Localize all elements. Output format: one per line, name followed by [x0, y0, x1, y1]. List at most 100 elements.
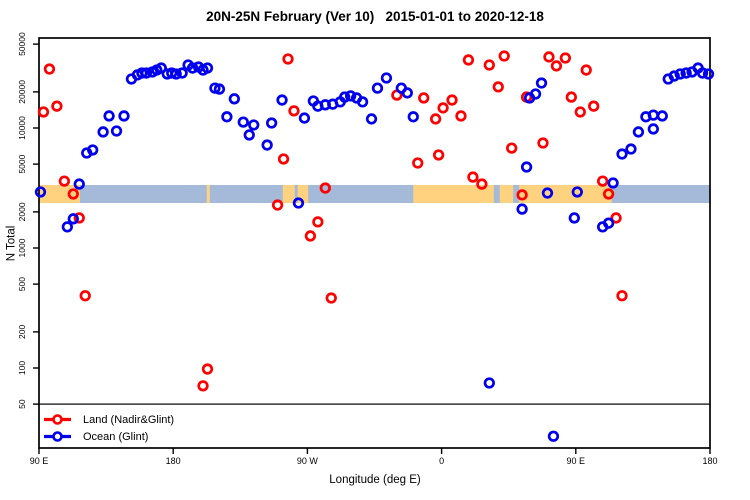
legend: Land (Nadir&Glint) Ocean (Glint): [44, 411, 174, 445]
data-point-ocean: [34, 186, 47, 198]
map-band-land-segment: [39, 184, 81, 204]
data-point-ocean: [407, 111, 419, 123]
data-point-ocean: [668, 70, 680, 82]
data-point-ocean: [401, 87, 413, 99]
data-point-ocean: [186, 62, 199, 74]
data-point-land: [319, 182, 331, 194]
data-point-ocean: [547, 430, 560, 442]
data-point-ocean: [541, 187, 554, 199]
data-point-ocean: [170, 68, 182, 80]
data-point-ocean: [201, 62, 214, 74]
data-point-land: [312, 216, 324, 228]
x-tick-label: 180: [702, 456, 717, 466]
data-point-land: [559, 52, 572, 64]
data-point-land: [574, 106, 586, 118]
data-point-land: [483, 59, 495, 71]
data-point-land: [516, 189, 528, 201]
y-axis-label: N Total: [5, 225, 18, 262]
data-point-land: [467, 171, 479, 183]
x-tick-label: 180: [166, 456, 181, 466]
data-point-land: [616, 290, 628, 302]
data-point-ocean: [696, 67, 709, 79]
map-band-land-segment: [519, 184, 612, 204]
data-point-land: [271, 199, 284, 211]
data-point-land: [588, 100, 600, 112]
data-point-ocean: [625, 143, 637, 155]
data-point-ocean: [228, 93, 240, 105]
legend-item-land: Land (Nadir&Glint): [44, 411, 174, 428]
data-point-ocean: [261, 139, 273, 151]
data-point-land: [437, 102, 449, 114]
data-point-ocean: [674, 68, 686, 80]
y-tick-label: 200: [17, 325, 27, 339]
data-point-ocean: [136, 67, 148, 79]
data-point-ocean: [520, 161, 533, 173]
y-tick-label: 2000: [17, 202, 27, 221]
data-point-ocean: [616, 148, 628, 160]
data-point-ocean: [67, 213, 79, 225]
map-band-land-segment: [413, 184, 494, 204]
data-point-land: [288, 105, 300, 117]
data-point-land: [201, 363, 214, 375]
data-point-land: [67, 188, 79, 200]
data-point-ocean: [380, 72, 393, 84]
data-point-land: [37, 106, 50, 118]
data-point-ocean: [243, 129, 255, 141]
data-point-ocean: [568, 212, 580, 224]
data-point-ocean: [110, 125, 123, 137]
x-tick-label: 90 W: [297, 456, 319, 466]
data-point-ocean: [298, 112, 311, 124]
data-point-land: [58, 175, 70, 187]
data-point-land: [596, 175, 609, 187]
data-point-land: [418, 92, 430, 104]
data-point-ocean: [680, 67, 692, 79]
data-point-ocean: [356, 96, 369, 108]
data-point-ocean: [602, 217, 615, 229]
data-point-ocean: [344, 90, 357, 102]
x-tick-label: 0: [439, 456, 444, 466]
data-point-ocean: [535, 77, 548, 89]
data-point-land: [537, 137, 549, 149]
data-point-ocean: [97, 126, 109, 138]
data-point-ocean: [647, 123, 659, 135]
legend-label: Ocean (Glint): [83, 430, 149, 443]
data-point-ocean: [155, 62, 167, 74]
data-point-land: [197, 380, 209, 392]
data-point-land: [51, 100, 63, 112]
data-point-land: [282, 53, 294, 65]
y-tick-label: 5000: [17, 154, 27, 173]
map-band-land-segment: [282, 184, 295, 204]
map-band-land-segment: [297, 184, 309, 204]
data-point-ocean: [529, 88, 542, 100]
data-point-ocean: [176, 67, 188, 79]
y-tick-label: 100: [17, 361, 27, 375]
data-point-land: [79, 290, 91, 302]
data-point-ocean: [483, 377, 495, 389]
y-tick-label: 10000: [17, 116, 27, 140]
data-point-land: [580, 64, 592, 76]
data-point-land: [277, 153, 290, 165]
data-point-ocean: [371, 82, 384, 94]
data-point-land: [432, 149, 445, 161]
x-tick-label: 90 E: [30, 456, 49, 466]
data-point-ocean: [265, 117, 278, 129]
plot-box: [38, 37, 711, 449]
data-point-ocean: [647, 109, 659, 121]
legend-label: Land (Nadir&Glint): [83, 413, 175, 426]
legend-line-circle-icon: [44, 431, 71, 442]
data-point-ocean: [339, 91, 351, 103]
data-point-land: [73, 212, 85, 224]
chart-title: 20N-25N February (Ver 10) 2015-01-01 to …: [206, 9, 544, 24]
data-point-ocean: [87, 144, 99, 156]
data-point-land: [462, 54, 475, 66]
data-point-land: [412, 157, 424, 169]
data-point-ocean: [365, 113, 378, 125]
y-tick-label: 50000: [17, 32, 27, 56]
data-point-land: [550, 60, 563, 72]
data-point-ocean: [276, 94, 288, 106]
data-point-ocean: [656, 110, 668, 122]
y-tick-label: 50: [17, 399, 27, 409]
legend-item-ocean: Ocean (Glint): [44, 428, 174, 445]
